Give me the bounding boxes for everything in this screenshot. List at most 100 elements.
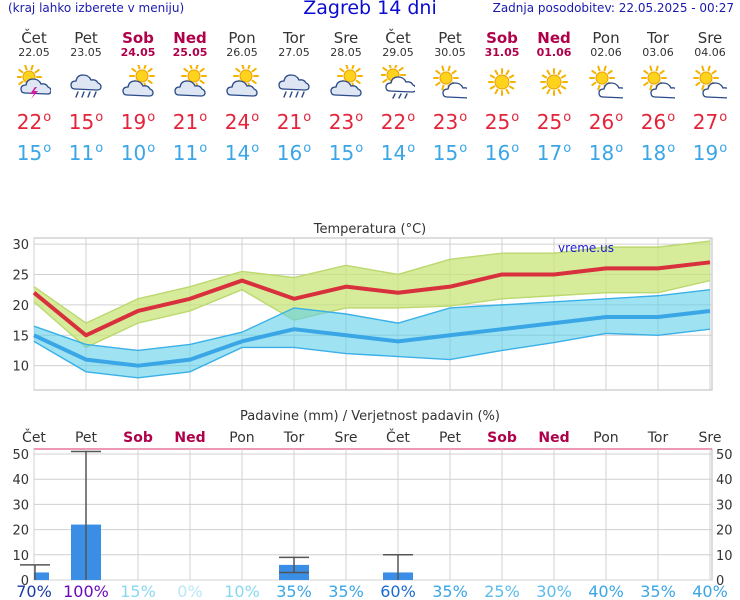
day-date: 27.05	[278, 46, 310, 59]
day-name: Sre	[333, 29, 359, 47]
day-label: Tor	[283, 430, 305, 446]
sun-cloud-icon	[122, 65, 155, 97]
min-temperature: 14o	[224, 141, 260, 165]
max-temperature-value: 27	[692, 110, 719, 134]
day-label: Sre	[335, 430, 358, 446]
day-date: 28.05	[330, 46, 362, 59]
precipitation-bar	[34, 572, 49, 580]
min-temperature-value: 16	[484, 141, 511, 165]
forecast-day: Sre 28.05 23o 15o	[320, 29, 372, 166]
forecast-day: Sre 04.06 27o 19o	[684, 29, 736, 166]
max-temperature-value: 26	[588, 110, 615, 134]
max-temperature: 27o	[692, 110, 728, 134]
day-date: 04.06	[694, 46, 726, 59]
day-name: Sob	[486, 29, 518, 47]
max-temperature-line	[32, 260, 711, 338]
day-name: Sre	[697, 29, 723, 47]
daily-forecast-strip: Čet 22.05 22o 15o Pet 23.05 15o 11o Sob 24.05 19o 1…	[0, 30, 740, 170]
sun-small-cloud-icon	[693, 65, 727, 99]
day-date: 24.05	[120, 46, 156, 59]
sun-cloud-rain-icon	[381, 65, 415, 99]
precipitation-probability: 70%	[16, 582, 52, 600]
min-temperature: 14o	[380, 141, 416, 165]
min-temperature: 17o	[536, 141, 572, 165]
day-label: Sob	[487, 430, 517, 446]
max-band-edge	[33, 279, 711, 349]
day-name: Pon	[228, 29, 256, 47]
precipitation-chart-title: Padavine (mm) / Verjetnost padavin (%)	[240, 409, 500, 424]
min-temperature: 15o	[16, 141, 52, 165]
y-tick-label-left: 20	[12, 524, 29, 539]
forecast-day: Tor 03.06 26o 18o	[632, 30, 684, 166]
max-temperature-value: 23	[432, 110, 459, 134]
precipitation-chart: Padavine (mm) / Verjetnost padavin (%) Če…	[12, 409, 732, 600]
min-temperature-value: 19	[692, 141, 719, 165]
min-temperature: 11o	[172, 141, 208, 165]
day-label: Pet	[75, 430, 98, 446]
min-temperature: 11o	[68, 141, 104, 165]
max-temperature-value: 24	[224, 110, 251, 134]
forecast-day: Ned 01.06 25o 17o	[528, 30, 580, 166]
cloud-rain-icon	[278, 74, 310, 98]
day-name: Čet	[385, 29, 411, 47]
precipitation-probability: 60%	[380, 582, 416, 600]
y-tick-label-right: 0	[716, 574, 724, 589]
day-date: 26.05	[226, 46, 258, 59]
min-temperature-value: 10	[120, 141, 147, 165]
y-tick-label-right: 50	[716, 448, 733, 463]
y-tick-label: 30	[12, 238, 29, 253]
sun-cloud-icon	[330, 65, 363, 97]
max-temperature-value: 23	[328, 110, 355, 134]
temperature-chart-title: Temperatura (°C)	[313, 222, 426, 237]
max-temperature: 23o	[432, 110, 468, 134]
sun-icon	[540, 68, 568, 96]
precipitation-probability: 35%	[432, 582, 468, 600]
precipitation-probability: 25%	[484, 582, 520, 600]
day-label: Pet	[439, 430, 462, 446]
y-tick-label: 20	[12, 299, 29, 314]
sun-cloud-icon	[226, 65, 259, 97]
forecast-day: Čet 29.05 22o 14o	[372, 29, 424, 166]
max-temperature: 21o	[172, 110, 208, 134]
y-tick-label: 10	[12, 360, 29, 375]
y-tick-label-left: 30	[12, 498, 29, 513]
y-tick-label-left: 50	[12, 448, 29, 463]
day-name: Pon	[592, 29, 620, 47]
min-temperature: 19o	[692, 141, 728, 165]
sun-cloud-thunder-icon	[17, 65, 51, 99]
sun-small-cloud-icon	[589, 65, 623, 99]
day-label: Sre	[699, 430, 722, 446]
min-temperature-value: 15	[16, 141, 43, 165]
precipitation-probability: 35%	[276, 582, 312, 600]
min-temperature: 16o	[484, 141, 520, 165]
day-date: 22.05	[18, 46, 50, 59]
day-date: 31.05	[484, 46, 520, 59]
min-temperature: 18o	[588, 141, 624, 165]
y-tick-label: 15	[12, 329, 29, 344]
max-temperature: 24o	[224, 110, 260, 134]
precipitation-probability: 40%	[588, 582, 624, 600]
y-tick-label: 25	[12, 268, 29, 283]
day-date: 30.05	[434, 46, 466, 59]
day-name: Sob	[122, 29, 154, 47]
max-temperature-value: 22	[380, 110, 407, 134]
precipitation-probability: 35%	[328, 582, 364, 600]
min-temperature-value: 14	[224, 141, 251, 165]
min-temperature-value: 14	[380, 141, 407, 165]
precipitation-probability: 30%	[536, 582, 572, 600]
watermark: vreme.us	[558, 241, 614, 255]
forecast-day: Ned 25.05 21o 11o	[164, 30, 216, 166]
min-temperature-value: 16	[276, 141, 303, 165]
forecast-day: Pet 23.05 15o 11o	[60, 30, 112, 166]
y-tick-label-left: 10	[12, 549, 29, 564]
forecast-day: Pet 30.05 23o 15o	[424, 30, 476, 166]
max-temperature: 25o	[484, 110, 520, 134]
forecast-day: Sob 24.05 19o 10o	[112, 29, 164, 166]
max-temperature: 25o	[536, 110, 572, 134]
min-temperature: 16o	[276, 141, 312, 165]
min-temperature-value: 11	[172, 141, 199, 165]
day-name: Čet	[21, 29, 47, 47]
max-temperature-value: 15	[68, 110, 95, 134]
max-band-edge	[33, 240, 711, 324]
max-temperature-value: 21	[276, 110, 303, 134]
